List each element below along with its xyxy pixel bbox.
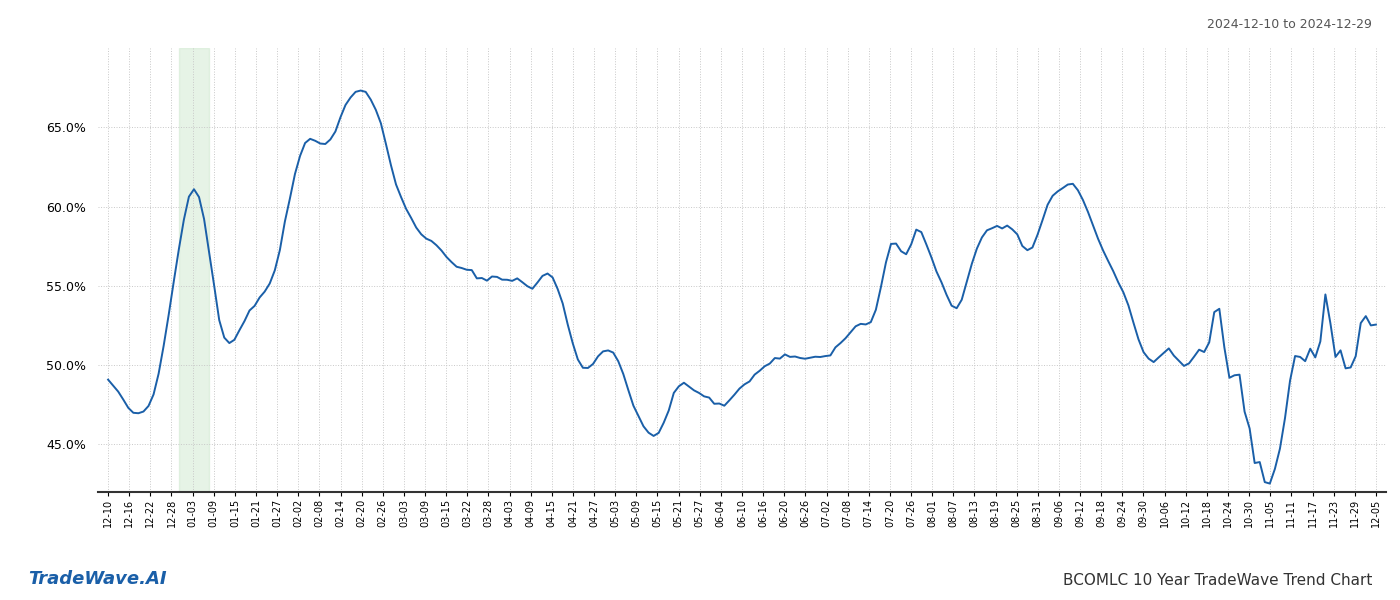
Text: TradeWave.AI: TradeWave.AI: [28, 570, 167, 588]
Bar: [179, 48, 209, 492]
Text: BCOMLC 10 Year TradeWave Trend Chart: BCOMLC 10 Year TradeWave Trend Chart: [1063, 573, 1372, 588]
Text: 2024-12-10 to 2024-12-29: 2024-12-10 to 2024-12-29: [1207, 18, 1372, 31]
